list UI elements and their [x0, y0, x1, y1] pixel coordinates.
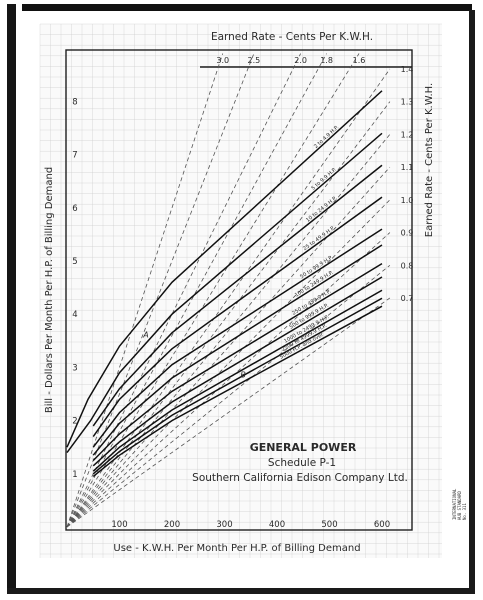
rate-line-label: 1.4: [401, 65, 414, 74]
right-axis-title: Earned Rate - Cents Per K.W.H.: [424, 83, 435, 237]
right-border-strip: [469, 10, 475, 594]
margin-note-line-1: INTERNATIONAL: [452, 488, 457, 520]
series-line: [92, 164, 383, 427]
x-tick-label: 300: [216, 520, 232, 530]
bottom-border-strip: [7, 588, 475, 594]
x-tick-label: 100: [111, 520, 127, 530]
series-line: [66, 132, 383, 453]
rate-line: [66, 297, 391, 528]
rate-line-label: 0.7: [401, 294, 414, 303]
x-tick-label: 200: [164, 520, 180, 530]
rate-line-label: 3.0: [216, 56, 229, 65]
series-line: [92, 276, 383, 467]
y-tick-label: 7: [72, 151, 77, 161]
rate-line-label: 2.0: [294, 56, 307, 65]
rate-line-label: 1.8: [320, 56, 333, 65]
rate-line: [66, 134, 391, 528]
y-tick-label: 3: [72, 363, 77, 373]
top-border-strip: [22, 4, 472, 11]
rate-line: [66, 101, 391, 528]
x-axis-title: Use - K.W.H. Per Month Per H.P. of Billi…: [113, 543, 360, 554]
series-line: [92, 228, 383, 448]
top-axis-title: Earned Rate - Cents Per K.W.H.: [211, 31, 373, 43]
rate-line-label: 1.0: [401, 196, 414, 205]
rate-line-label: 0.9: [401, 229, 414, 238]
series-line: [92, 196, 383, 437]
y-tick-label: 2: [72, 417, 77, 427]
annotations: AB: [142, 330, 246, 379]
left-border-strip: [7, 4, 16, 594]
axis-ticks: 100 200 300 400 500 600 1 2 3 4 5 6 7 8: [72, 97, 390, 530]
rate-line: [66, 53, 327, 528]
plot-frame: [65, 49, 413, 531]
rate-line: [66, 53, 224, 528]
rate-line-label: 2.5: [248, 56, 261, 65]
rate-line: [66, 264, 391, 528]
y-tick-label: 4: [72, 310, 77, 320]
y-tick-label: 5: [72, 257, 77, 267]
x-tick-label: 600: [374, 520, 390, 530]
grid: [39, 23, 442, 558]
series-line: [92, 297, 383, 475]
company-name: Southern California Edison Company Ltd.: [192, 472, 408, 484]
y-tick-label: 6: [72, 204, 77, 214]
y-tick-label: 1: [72, 470, 77, 480]
rate-line-label: 0.8: [401, 261, 414, 270]
series-line: [92, 305, 383, 478]
chart-title: GENERAL POWER: [250, 441, 357, 454]
margin-note-line-3: No. 311: [462, 503, 467, 520]
margin-note: INTERNATIONAL HUB STANDARD No. 311: [452, 488, 467, 520]
series-line: [66, 90, 383, 448]
rate-line-label: 1.3: [401, 98, 414, 107]
rate-line: [66, 232, 391, 528]
rate-line-label: 1.1: [401, 163, 414, 172]
series-line: [92, 289, 383, 472]
y-axis-title: Bill - Dollars Per Month Per H.P. of Bil…: [44, 167, 55, 413]
chart-subtitle: Schedule P-1: [268, 457, 336, 469]
rate-line: [66, 53, 360, 528]
rate-line: [66, 166, 391, 528]
annotation-label: A: [142, 330, 148, 339]
series-line: [92, 263, 383, 462]
y-tick-label: 8: [72, 97, 77, 107]
annotation-label: B: [240, 370, 246, 379]
rate-line-label: 1.6: [353, 56, 366, 65]
series-line: [92, 244, 383, 456]
x-tick-label: 500: [321, 520, 337, 530]
x-tick-label: 400: [269, 520, 285, 530]
margin-note-line-2: HUB STANDARD: [457, 491, 462, 520]
rate-line-label: 1.2: [401, 130, 414, 139]
